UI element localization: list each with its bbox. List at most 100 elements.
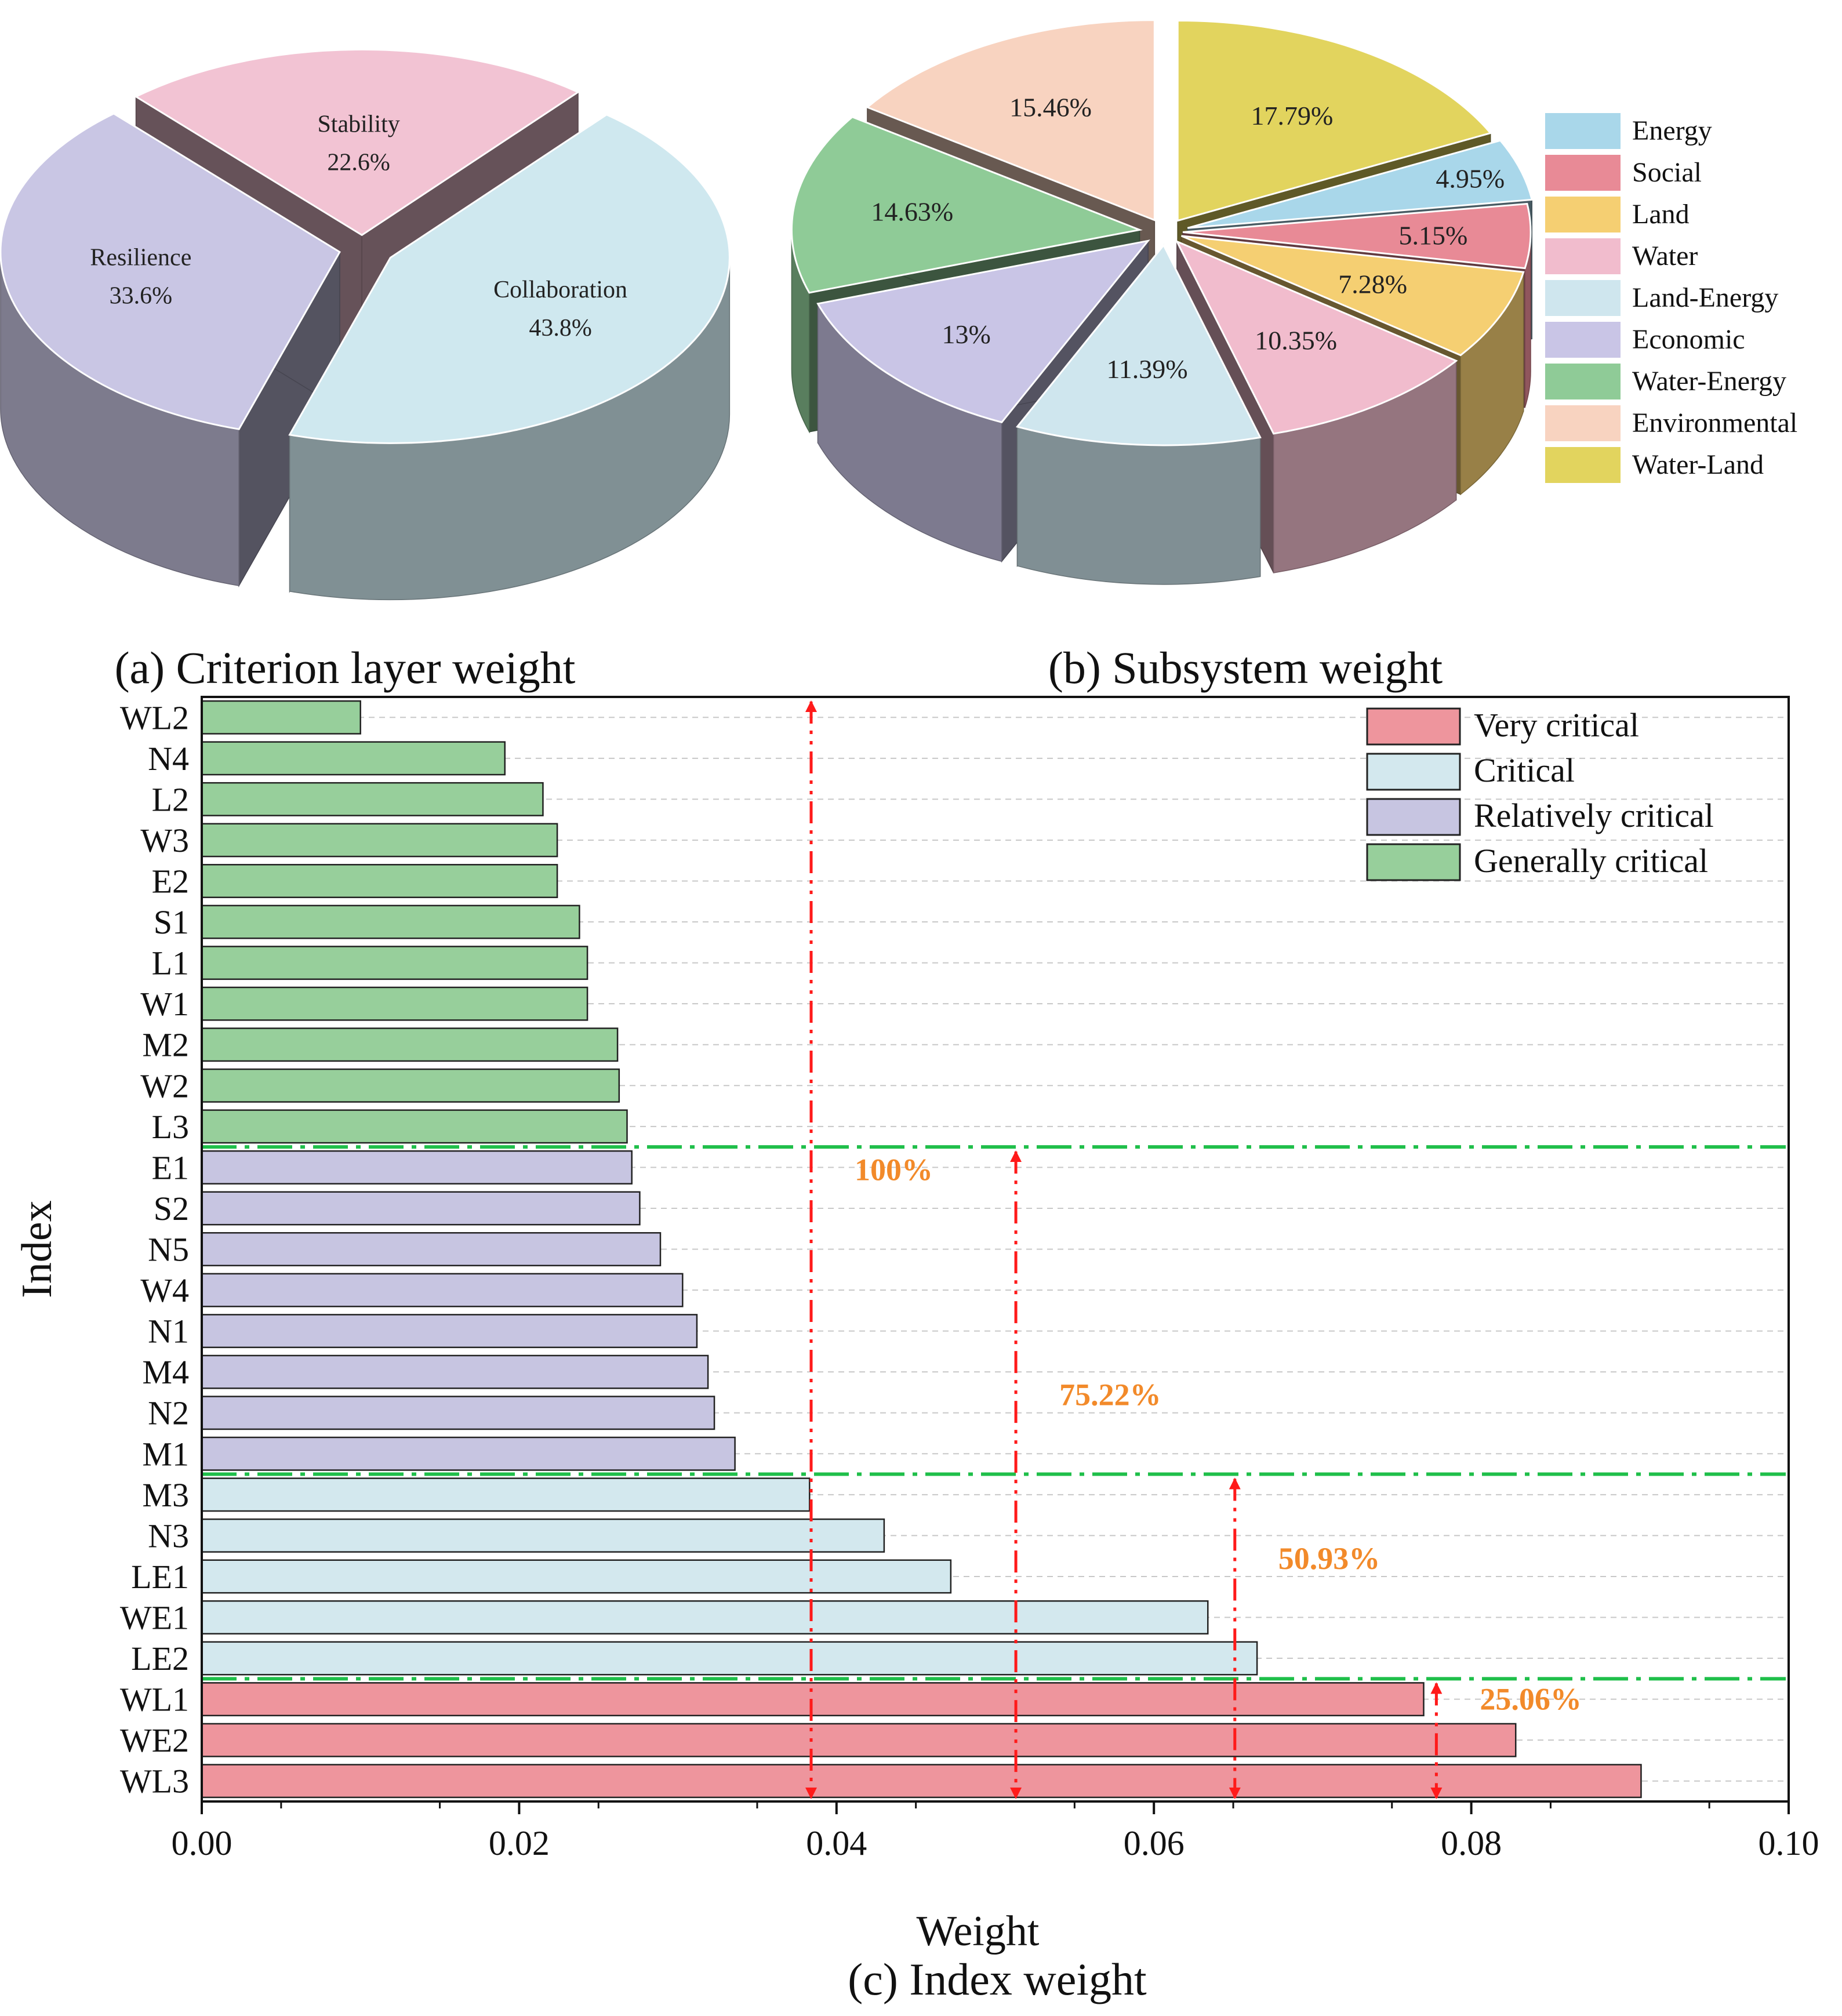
legend-swatch bbox=[1545, 238, 1621, 274]
legend-swatch bbox=[1545, 364, 1621, 399]
legend-item-environmental: Environmental bbox=[1545, 405, 1797, 441]
y-tick-label-wl3: WL3 bbox=[120, 1763, 189, 1800]
legend-label: Water bbox=[1632, 241, 1698, 271]
y-tick-label-n5: N5 bbox=[148, 1231, 189, 1269]
bar-m1 bbox=[201, 1436, 736, 1471]
pie-value-label: 5.15% bbox=[1398, 220, 1467, 250]
pie-top-water-land bbox=[1176, 19, 1492, 222]
legend-item-very-critical: Very critical bbox=[1366, 706, 1639, 746]
pie-category-label: Collaboration bbox=[493, 277, 627, 303]
pie-value-label: 17.79% bbox=[1251, 101, 1334, 130]
y-tick-label-l3: L3 bbox=[152, 1108, 189, 1146]
bar-s1 bbox=[201, 905, 580, 939]
y-tick-label-e1: E1 bbox=[152, 1149, 189, 1186]
y-tick-label-w1: W1 bbox=[140, 985, 189, 1023]
plot-frame bbox=[201, 696, 1790, 1803]
pie-top-resilience bbox=[0, 112, 341, 430]
legend-swatch bbox=[1366, 753, 1461, 791]
pie-slice-resilience bbox=[0, 112, 341, 588]
legend-item-water-land: Water-Land bbox=[1545, 447, 1764, 483]
legend-label: Social bbox=[1632, 157, 1702, 188]
bar-m3 bbox=[201, 1477, 811, 1512]
legend-swatch bbox=[1545, 447, 1621, 483]
pie-value-label: 7.28% bbox=[1338, 269, 1407, 299]
pie-top-water-energy bbox=[790, 116, 1143, 294]
y-tick-label-wl2: WL2 bbox=[120, 699, 189, 736]
legend-swatch bbox=[1545, 322, 1621, 358]
y-tick-label-m4: M4 bbox=[142, 1353, 189, 1391]
legend-item-water: Water bbox=[1545, 238, 1698, 274]
y-tick-label-s1: S1 bbox=[154, 903, 189, 941]
y-tick-label-we1: WE1 bbox=[120, 1599, 189, 1637]
legend-item-energy: Energy bbox=[1545, 113, 1712, 149]
bar-n2 bbox=[201, 1396, 715, 1430]
pie-top-land bbox=[1180, 235, 1525, 357]
bar-m2 bbox=[201, 1027, 619, 1062]
x-tick-label: 0.02 bbox=[489, 1824, 550, 1862]
bar-we1 bbox=[201, 1600, 1209, 1634]
bar-w2 bbox=[201, 1068, 620, 1103]
caption-index-weight: (c) Index weight bbox=[848, 1954, 1147, 2004]
legend-item-economic: Economic bbox=[1545, 322, 1745, 358]
legend-item-water-energy: Water-Energy bbox=[1545, 364, 1786, 399]
criterion-layer-pie: Collaboration 43.8% Resilience 33.6% Stabili… bbox=[0, 48, 731, 601]
pie-value-label: 14.63% bbox=[871, 197, 953, 227]
y-tick-label-l2: L2 bbox=[152, 780, 189, 818]
legend-label: Environmental bbox=[1632, 408, 1797, 438]
pie-top-economic bbox=[816, 239, 1150, 423]
pie-top-stability bbox=[134, 48, 580, 237]
x-tick-label: 0.04 bbox=[806, 1824, 867, 1862]
y-tick-label-n4: N4 bbox=[148, 740, 189, 778]
pie-value-label: 43.8% bbox=[529, 315, 592, 342]
bar-wl2 bbox=[201, 700, 361, 735]
bar-n3 bbox=[201, 1518, 885, 1553]
bar-l2 bbox=[201, 782, 544, 816]
legend-item-social: Social bbox=[1545, 155, 1702, 191]
y-tick-label-le2: LE2 bbox=[131, 1640, 189, 1677]
bar-m4 bbox=[201, 1354, 709, 1389]
y-tick-label-s2: S2 bbox=[154, 1190, 189, 1227]
legend-item-land: Land bbox=[1545, 197, 1690, 233]
bar-w4 bbox=[201, 1273, 684, 1307]
x-tick-label: 0.10 bbox=[1759, 1824, 1819, 1862]
caption-criterion-layer-weight: (a) Criterion layer weight bbox=[115, 642, 576, 693]
y-axis-label: Index bbox=[13, 1200, 61, 1298]
bar-l3 bbox=[201, 1109, 628, 1144]
pie-top-land-energy bbox=[1015, 244, 1262, 446]
y-tick-label-l1: L1 bbox=[152, 945, 189, 982]
y-tick-label-m2: M2 bbox=[142, 1026, 189, 1064]
legend-label: Critical bbox=[1474, 751, 1575, 789]
y-tick-label-m3: M3 bbox=[142, 1476, 189, 1514]
legend-label: Generally critical bbox=[1474, 842, 1708, 880]
bar-n5 bbox=[201, 1232, 662, 1266]
legend-swatch bbox=[1545, 197, 1621, 233]
caption-subsystem-weight: (b) Subsystem weight bbox=[1048, 642, 1443, 693]
legend-swatch bbox=[1545, 405, 1621, 441]
y-tick-label-e2: E2 bbox=[152, 863, 189, 900]
y-tick-label-we2: WE2 bbox=[120, 1721, 189, 1759]
bar-n1 bbox=[201, 1314, 698, 1349]
legend-swatch bbox=[1545, 155, 1621, 191]
pie-value-label: 22.6% bbox=[327, 149, 390, 176]
x-tick-label: 0.08 bbox=[1441, 1824, 1502, 1862]
legend-label: Energy bbox=[1632, 115, 1712, 146]
x-tick-label: 0.00 bbox=[172, 1824, 232, 1862]
legend-swatch bbox=[1545, 113, 1621, 149]
pie-top-water bbox=[1175, 239, 1458, 435]
subsystem-pie: 17.79% 4.95% 5.15% 7.28%10.35% 11.39% 13% 14.6… bbox=[790, 19, 1534, 585]
x-axis-label: Weight bbox=[917, 1908, 1040, 1955]
bar-w1 bbox=[201, 986, 588, 1021]
legend-label: Land bbox=[1632, 199, 1690, 230]
subsystem-legend: Energy Social Land Water Land-Energy Economic… bbox=[1545, 113, 1797, 483]
bar-le2 bbox=[201, 1641, 1258, 1676]
y-tick-label-n3: N3 bbox=[148, 1517, 189, 1554]
cumulative-label: 50.93% bbox=[1278, 1541, 1380, 1576]
pie-category-label: Stability bbox=[317, 111, 399, 137]
pie-value-label: 10.35% bbox=[1255, 326, 1337, 355]
bar-wl1 bbox=[201, 1682, 1425, 1717]
pie-rim bbox=[1016, 426, 1261, 585]
pie-top-energy bbox=[1187, 139, 1534, 229]
bar-wl3 bbox=[201, 1764, 1642, 1799]
